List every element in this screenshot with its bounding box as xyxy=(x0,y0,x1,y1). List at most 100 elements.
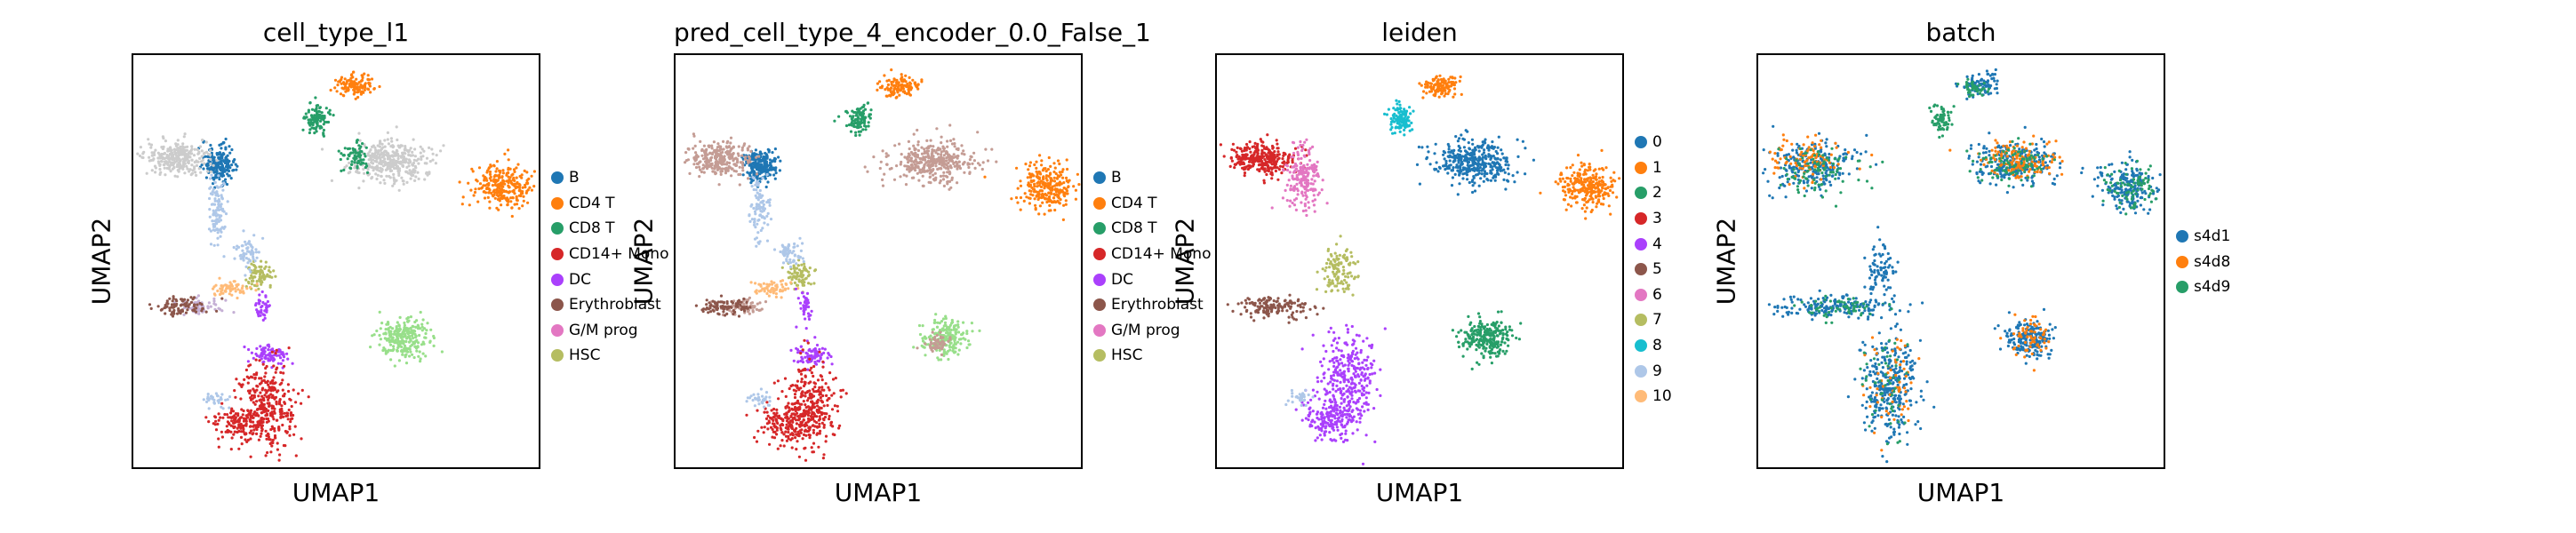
scatter-point xyxy=(932,148,936,153)
scatter-point xyxy=(934,313,938,316)
chart-title-1: cell_type_l1 xyxy=(262,18,410,47)
scatter-point xyxy=(308,118,312,122)
scatter-point xyxy=(279,362,283,365)
scatter-point xyxy=(705,298,708,302)
scatter-point xyxy=(257,394,260,398)
scatter-point xyxy=(894,84,898,88)
scatter-point xyxy=(912,144,916,147)
scatter-point xyxy=(248,276,252,280)
scatter-point xyxy=(941,329,946,332)
scatter-point xyxy=(292,433,296,436)
scatter-point xyxy=(428,171,431,174)
scatter-point xyxy=(182,158,186,162)
scatter-point xyxy=(261,318,265,322)
scatter-point xyxy=(845,111,849,115)
scatter-point xyxy=(784,252,788,256)
scatter-point xyxy=(688,171,692,175)
scatter-point xyxy=(339,92,343,96)
scatter-point xyxy=(244,252,248,256)
scatter-point xyxy=(912,152,916,155)
scatter-point xyxy=(217,306,220,310)
scatter-point xyxy=(474,187,477,191)
scatter-point xyxy=(1044,174,1049,178)
scatter-point xyxy=(968,158,972,162)
scatter-point xyxy=(235,168,238,171)
scatter-point xyxy=(204,310,208,314)
scatter-point xyxy=(201,139,204,142)
scatter-point xyxy=(361,142,364,146)
scatter-point xyxy=(300,437,303,441)
scatter-point xyxy=(189,296,193,299)
scatter-point xyxy=(515,196,518,200)
scatter-point xyxy=(747,310,750,314)
scatter-point xyxy=(705,163,708,167)
scatter-point xyxy=(212,224,217,227)
scatter-point xyxy=(767,294,771,298)
scatter-point xyxy=(342,83,346,86)
scatter-point xyxy=(179,304,182,307)
scatter-point xyxy=(916,155,919,159)
scatter-point xyxy=(416,327,420,330)
scatter-point xyxy=(274,436,277,440)
scatter-point xyxy=(948,164,952,168)
scatter-point xyxy=(161,147,165,151)
scatter-point xyxy=(238,254,242,258)
scatter-point xyxy=(807,305,811,309)
scatter-point xyxy=(507,191,510,195)
scatter-point xyxy=(279,370,283,374)
scatter-point xyxy=(218,178,221,181)
scatter-point xyxy=(386,131,389,134)
scatter-point xyxy=(912,346,916,349)
scatter-point xyxy=(209,162,212,166)
scatter-point xyxy=(717,313,721,316)
scatter-point xyxy=(948,187,951,191)
scatter-point xyxy=(724,170,728,173)
scatter-point xyxy=(230,407,234,410)
scatter-point xyxy=(276,448,279,451)
scatter-point xyxy=(755,205,758,209)
scatter-point xyxy=(1044,170,1048,173)
scatter-point xyxy=(469,188,473,192)
scatter-point xyxy=(470,167,474,171)
scatter-point xyxy=(488,200,492,203)
scatter-point xyxy=(1049,177,1052,180)
scatter-point xyxy=(212,422,215,426)
scatter-point xyxy=(260,411,263,415)
scatter-point xyxy=(716,300,720,304)
scatter-point xyxy=(264,260,268,264)
scatter-point xyxy=(215,221,219,225)
scatter-point xyxy=(229,411,233,415)
scatter-point xyxy=(967,165,971,170)
scatter-point xyxy=(945,352,948,355)
scatter-point xyxy=(227,421,230,425)
scatter-point xyxy=(333,78,338,82)
scatter-point xyxy=(498,194,502,197)
scatter-point xyxy=(783,246,787,250)
scatter-point xyxy=(828,388,831,392)
scatter-point xyxy=(183,298,187,301)
scatter-point xyxy=(250,429,253,433)
scatter-point xyxy=(1038,154,1042,157)
scatter-point xyxy=(281,378,284,382)
scatter-point xyxy=(940,141,943,145)
scatter-point xyxy=(766,169,770,172)
scatter-point xyxy=(707,307,710,311)
scatter-point xyxy=(187,159,190,163)
scatter-point xyxy=(893,144,897,147)
scatter-point xyxy=(930,158,933,162)
scatter-point xyxy=(265,412,268,416)
scatter-point xyxy=(323,116,326,120)
scatter-point xyxy=(804,355,807,359)
scatter-point xyxy=(852,119,856,123)
scatter-point xyxy=(768,158,772,162)
scatter-point xyxy=(946,171,949,174)
scatter-point xyxy=(911,78,915,82)
cluster-points-16 xyxy=(789,336,834,371)
scatter-point xyxy=(788,258,792,261)
scatter-point xyxy=(419,151,422,155)
scatter-point xyxy=(488,170,492,174)
scatter-point xyxy=(1047,191,1051,195)
scatter-point xyxy=(402,339,405,343)
scatter-point xyxy=(204,416,208,419)
scatter-point xyxy=(228,395,232,399)
